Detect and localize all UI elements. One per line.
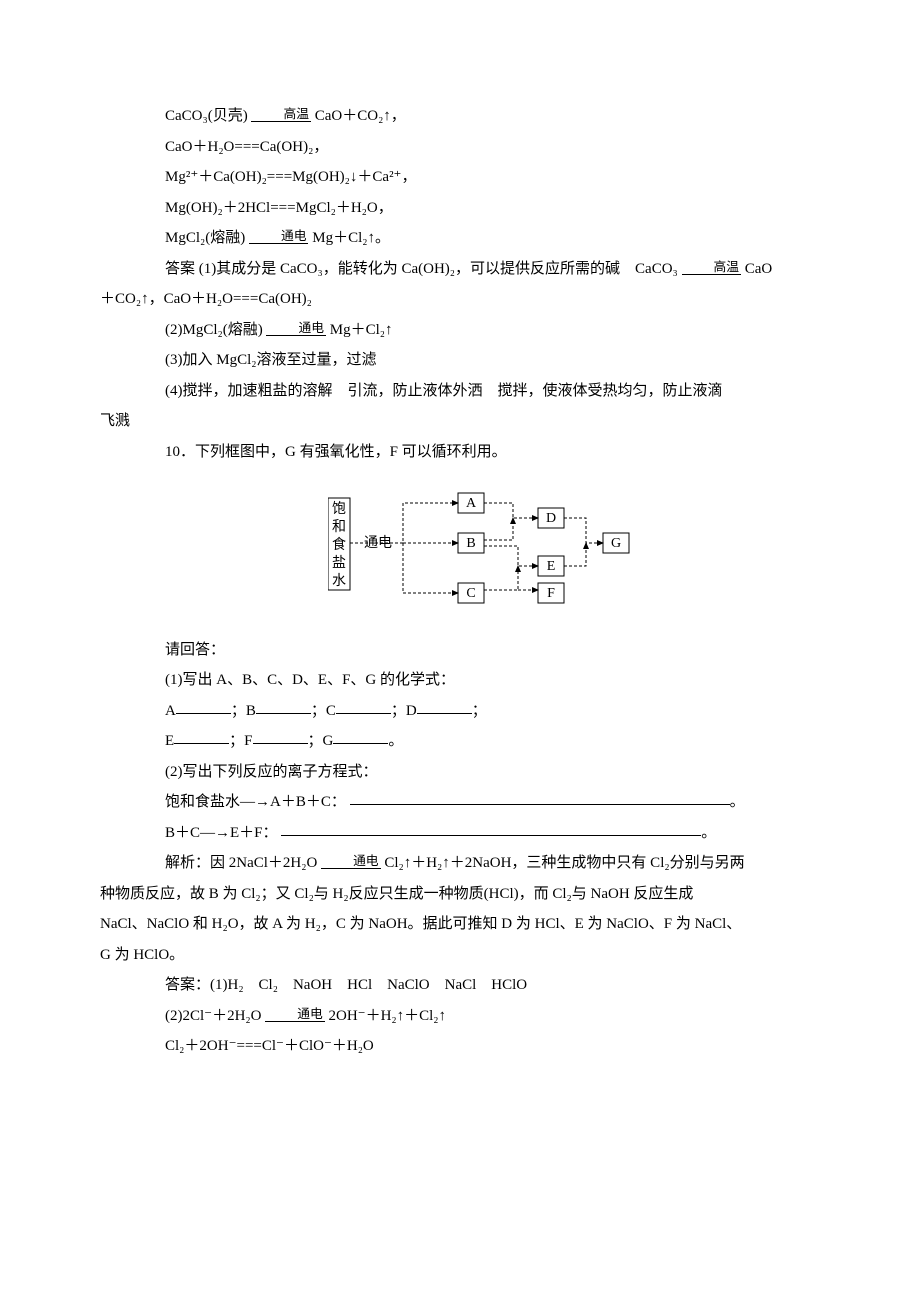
blank-reaction-2[interactable] [281, 820, 701, 836]
node-source-5: 水 [332, 573, 346, 589]
node-e: E [546, 559, 555, 574]
blank-c[interactable] [336, 698, 391, 714]
question-sub2: (2)写出下列反应的离子方程式： [135, 758, 820, 787]
q-text: B＋C―→E＋F： [165, 825, 278, 841]
node-b: B [466, 536, 475, 551]
ana-text: G 为 HClO。 [100, 947, 184, 963]
label-e: E [165, 733, 174, 749]
blank-g[interactable] [333, 728, 388, 744]
reaction-condition: 通电 [266, 321, 326, 336]
reaction-condition: 通电 [265, 1007, 325, 1022]
ana-text: Cl₂↑＋H₂↑＋2NaOH，三种生成物中只有 Cl₂分别与另两 [384, 855, 744, 871]
blank-reaction-1[interactable] [350, 789, 730, 805]
ans-text: 答案：(1)H₂ Cl₂ NaOH HCl NaClO NaCl HClO [165, 977, 527, 993]
eq-text: Mg(OH)₂＋2HCl===MgCl₂＋H₂O， [165, 200, 393, 216]
eq-text: CaO＋CO₂↑， [315, 108, 406, 124]
node-f: F [547, 586, 555, 601]
analysis-line-cont: 种物质反应，故 B 为 Cl₂；又 Cl₂与 H₂反应只生成一种物质(HCl)，… [100, 880, 820, 909]
equation-line: Mg²⁺＋Ca(OH)₂===Mg(OH)₂↓＋Ca²⁺， [135, 163, 820, 192]
blank-f[interactable] [253, 728, 308, 744]
answer-line: (4)搅拌，加速粗盐的溶解 引流，防止液体外洒 搅拌，使液体受热均匀，防止液滴 [135, 377, 820, 406]
blank-b[interactable] [256, 698, 311, 714]
question-10: 10．下列框图中，G 有强氧化性，F 可以循环利用。 [135, 438, 820, 467]
node-source-2: 和 [332, 519, 346, 535]
answer-line: (3)加入 MgCl₂溶液至过量，过滤 [135, 346, 820, 375]
eq-text: MgCl₂(熔融) [165, 230, 245, 246]
ana-text: 种物质反应，故 B 为 Cl₂；又 Cl₂与 H₂反应只生成一种物质(HCl)，… [100, 886, 693, 902]
answer-10-2: (2)2Cl⁻＋2H₂O 通电 2OH⁻＋H₂↑＋Cl₂↑ [135, 1002, 820, 1031]
answer-10-3: Cl₂＋2OH⁻===Cl⁻＋ClO⁻＋H₂O [135, 1032, 820, 1061]
label-f: ；F [229, 733, 252, 749]
blank-a[interactable] [176, 698, 231, 714]
node-source-1: 饱 [332, 501, 346, 517]
eq-text: Mg²⁺＋Ca(OH)₂===Mg(OH)₂↓＋Ca²⁺， [165, 169, 416, 185]
ans-text: (4)搅拌，加速粗盐的溶解 引流，防止液体外洒 搅拌，使液体受热均匀，防止液滴 [165, 383, 723, 399]
label-d: ；D [391, 703, 417, 719]
end: 。 [388, 733, 403, 749]
ans-text: (1)其成分是 CaCO₃，能转化为 Ca(OH)₂，可以提供反应所需的碱 Ca… [199, 261, 678, 277]
equation-line: CaO＋H₂O===Ca(OH)₂， [135, 133, 820, 162]
reaction-condition: 高温 [251, 107, 311, 122]
q-text: (2)写出下列反应的离子方程式： [165, 764, 378, 780]
blank-e[interactable] [174, 728, 229, 744]
blank-line: A ；B ；C ；D ； [135, 697, 820, 726]
flowchart-diagram: 饱 和 食 盐 水 通电 A B C D E F G [328, 478, 628, 624]
q-text: 饱和食盐水―→A＋B＋C： [165, 794, 346, 810]
node-g: G [610, 536, 620, 551]
ans-label: 答案 [165, 261, 195, 277]
label-a: A [165, 703, 176, 719]
semi: ； [472, 703, 487, 719]
eq-text: CaCO₃(贝壳) [165, 108, 248, 124]
node-source-4: 盐 [332, 555, 346, 571]
reaction-condition: 通电 [321, 854, 381, 869]
ana-text: NaCl、NaClO 和 H₂O，故 A 为 H₂，C 为 NaOH。据此可推知… [100, 916, 741, 932]
ans-text: ＋CO₂↑，CaO＋H₂O===Ca(OH)₂ [100, 291, 312, 307]
answer-line: (2)MgCl₂(熔融) 通电 Mg＋Cl₂↑ [135, 316, 820, 345]
node-c: C [466, 586, 475, 601]
q-text: 10．下列框图中，G 有强氧化性，F 可以循环利用。 [165, 444, 507, 460]
ans-text: 2OH⁻＋H₂↑＋Cl₂↑ [328, 1008, 446, 1024]
blank-d[interactable] [417, 698, 472, 714]
equation-line: MgCl₂(熔融) 通电 Mg＋Cl₂↑。 [135, 224, 820, 253]
ana-text: 解析：因 2NaCl＋2H₂O [165, 855, 317, 871]
node-a: A [465, 496, 476, 511]
reaction-condition: 高温 [682, 260, 742, 275]
q-text: 请回答： [165, 642, 225, 658]
ans-text: Cl₂＋2OH⁻===Cl⁻＋ClO⁻＋H₂O [165, 1038, 374, 1054]
answer-line-cont: 飞溅 [100, 407, 820, 436]
question-ask: 请回答： [135, 636, 820, 665]
ans-text: (2)2Cl⁻＋2H₂O [165, 1008, 261, 1024]
node-d: D [545, 511, 555, 526]
node-source-3: 食 [332, 536, 346, 553]
question-sub1: (1)写出 A、B、C、D、E、F、G 的化学式： [135, 666, 820, 695]
document-page: CaCO₃(贝壳) 高温 CaO＋CO₂↑， CaO＋H₂O===Ca(OH)₂… [0, 0, 920, 1302]
label-c: ；C [311, 703, 336, 719]
ans-text: (3)加入 MgCl₂溶液至过量，过滤 [165, 352, 376, 368]
label-g: ；G [308, 733, 334, 749]
analysis-line-cont: NaCl、NaClO 和 H₂O，故 A 为 H₂，C 为 NaOH。据此可推知… [100, 910, 820, 939]
answer-10: 答案：(1)H₂ Cl₂ NaOH HCl NaClO NaCl HClO [135, 971, 820, 1000]
end: 。 [701, 825, 716, 841]
reaction-condition: 通电 [249, 229, 309, 244]
analysis-line: 解析：因 2NaCl＋2H₂O 通电 Cl₂↑＋H₂↑＋2NaOH，三种生成物中… [135, 849, 820, 878]
blank-line: E ；F ；G 。 [135, 727, 820, 756]
ans-text: 飞溅 [100, 413, 130, 429]
q-text: (1)写出 A、B、C、D、E、F、G 的化学式： [165, 672, 455, 688]
label-b: ；B [231, 703, 256, 719]
blank-line: 饱和食盐水―→A＋B＋C： 。 [135, 788, 820, 817]
equation-line: Mg(OH)₂＋2HCl===MgCl₂＋H₂O， [135, 194, 820, 223]
answer-line: 答案 (1)其成分是 CaCO₃，能转化为 Ca(OH)₂，可以提供反应所需的碱… [135, 255, 820, 284]
end: 。 [730, 794, 745, 810]
eq-text: Mg＋Cl₂↑。 [312, 230, 390, 246]
eq-text: CaO＋H₂O===Ca(OH)₂， [165, 139, 328, 155]
ans-text: (2)MgCl₂(熔融) [165, 322, 263, 338]
equation-line: CaCO₃(贝壳) 高温 CaO＋CO₂↑， [135, 102, 820, 131]
ans-text: Mg＋Cl₂↑ [330, 322, 393, 338]
answer-line-cont: ＋CO₂↑，CaO＋H₂O===Ca(OH)₂ [100, 285, 820, 314]
ans-text: CaO [745, 261, 773, 277]
blank-line: B＋C―→E＋F： 。 [135, 819, 820, 848]
analysis-line-cont: G 为 HClO。 [100, 941, 820, 970]
